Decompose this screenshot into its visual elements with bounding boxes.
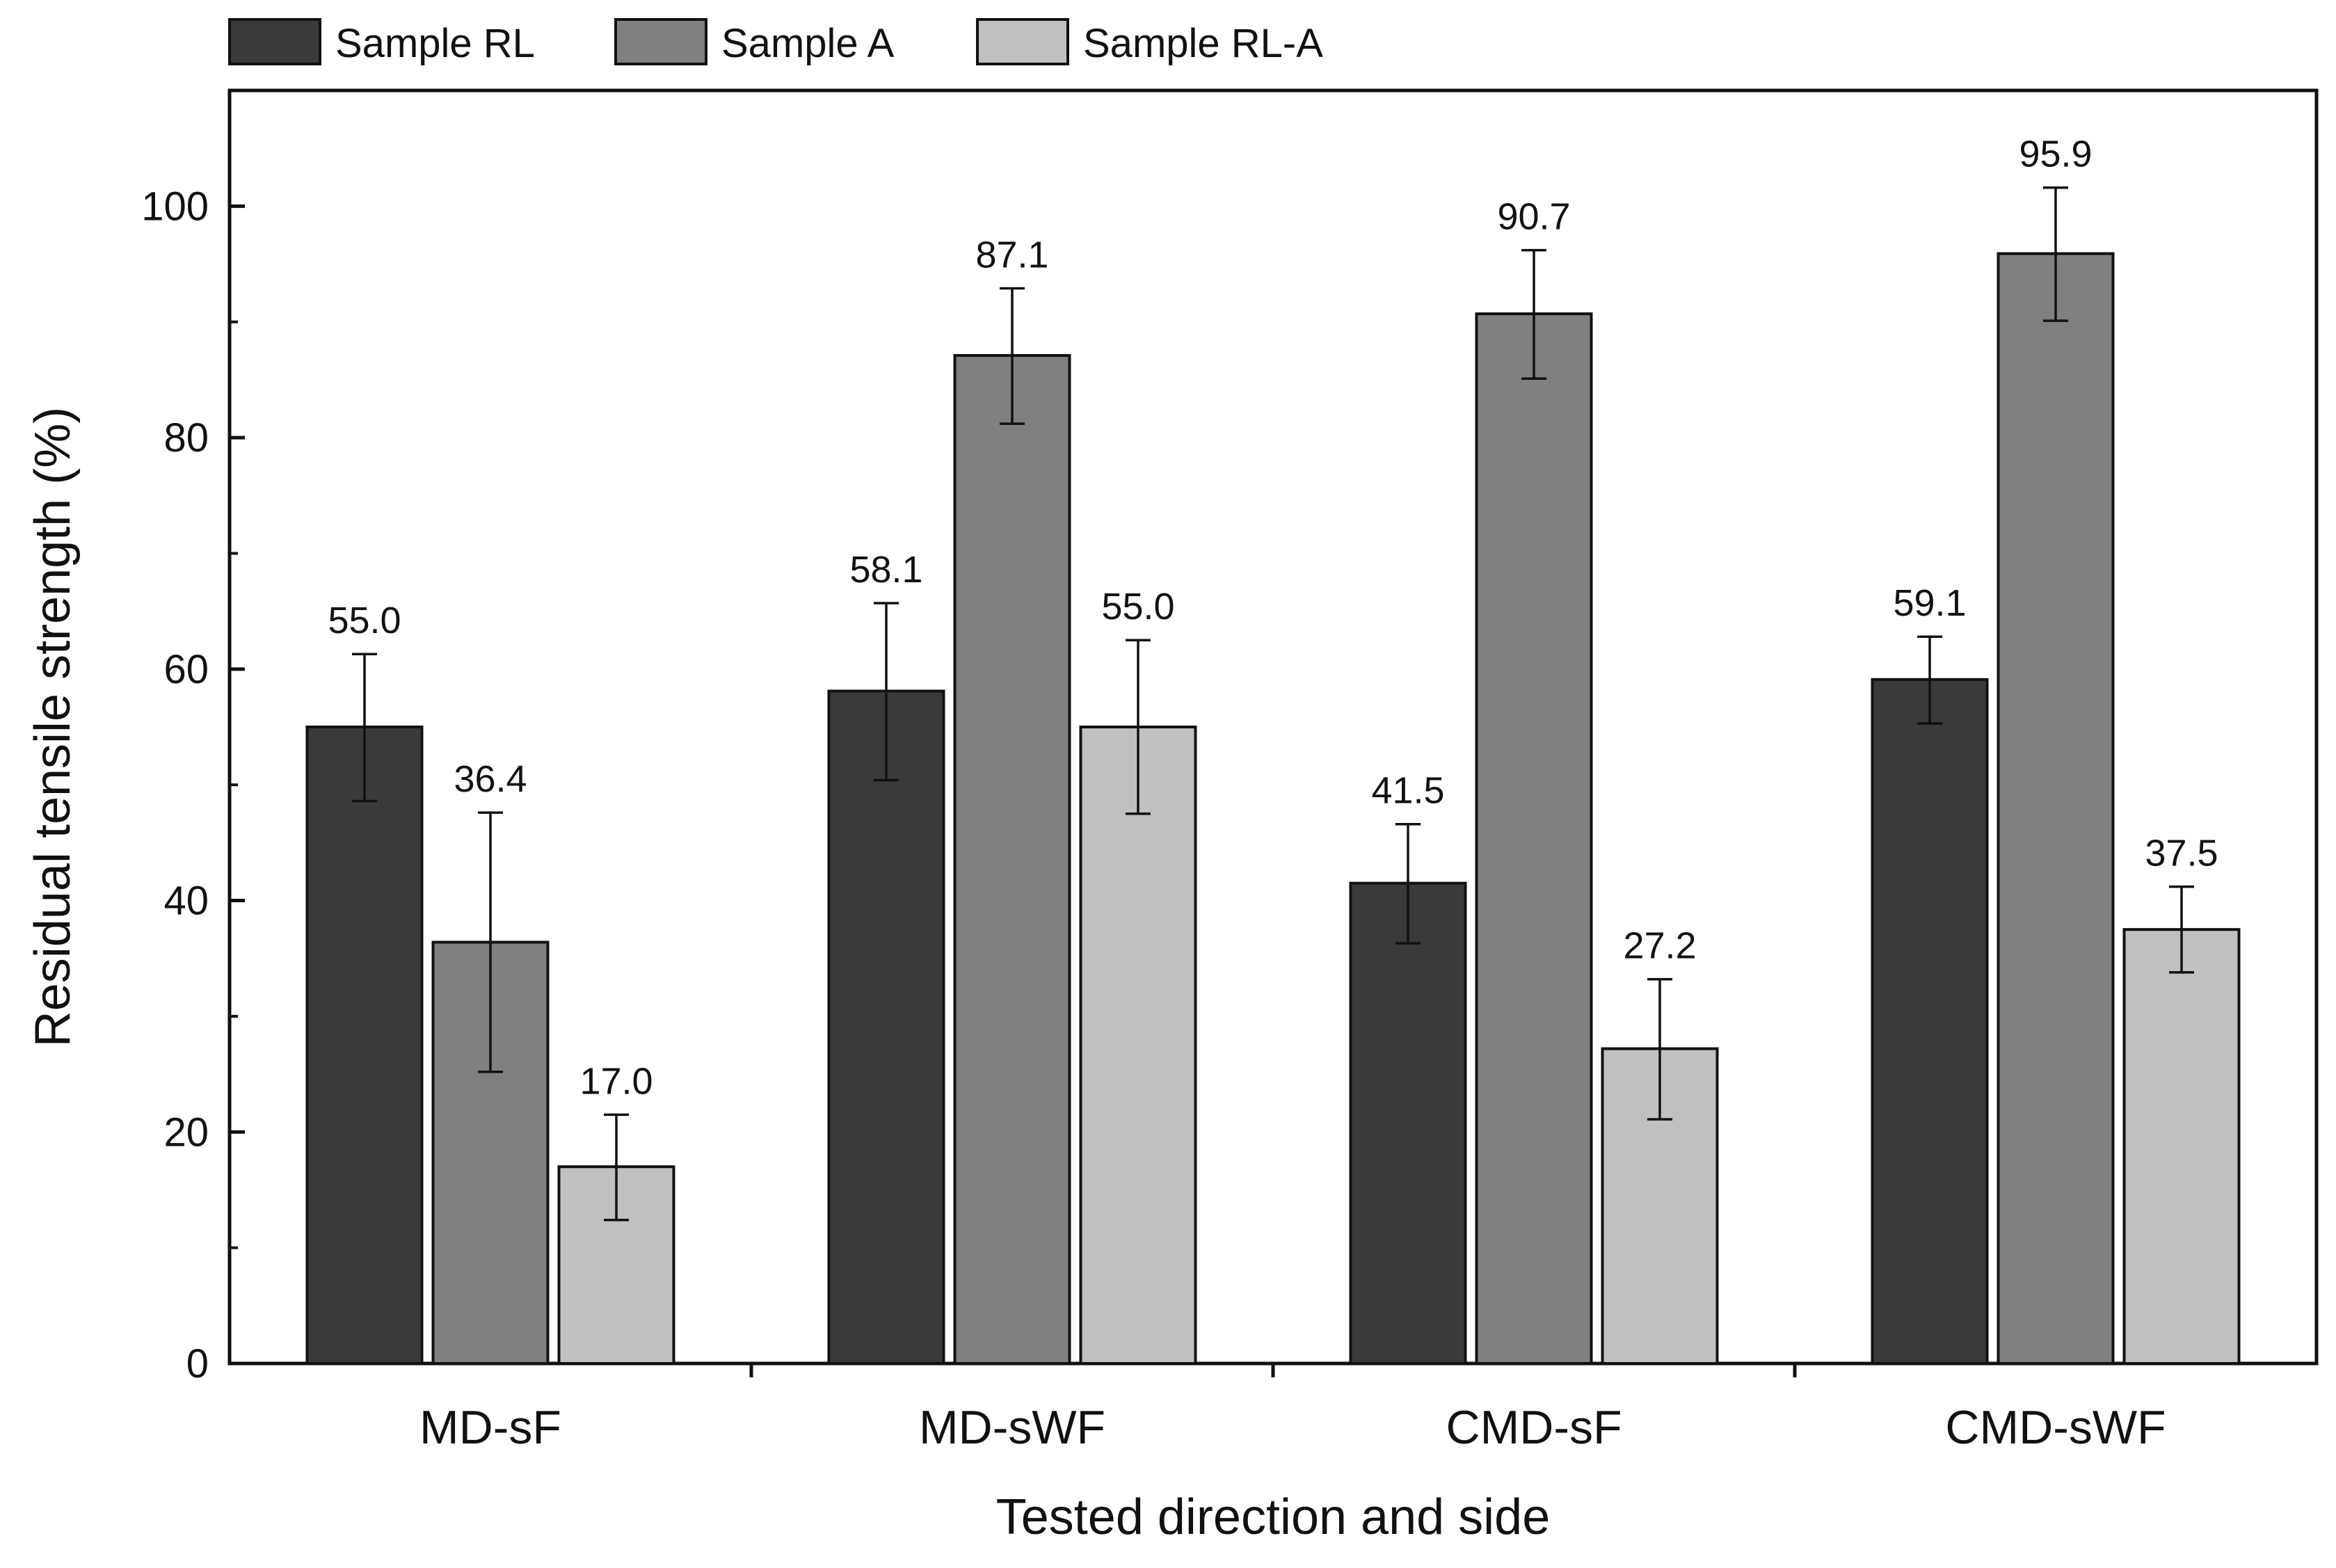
bar xyxy=(1475,312,1593,1366)
data-label: 55.0 xyxy=(328,600,401,641)
x-category-label: CMD-sWF xyxy=(1945,1401,2166,1454)
data-label: 27.2 xyxy=(1623,925,1696,967)
x-axis: MD-sF MD-sWF CMD-sF CMD-sWF xyxy=(419,1363,2166,1454)
data-label: 37.5 xyxy=(2145,833,2218,874)
y-tick-label: 60 xyxy=(163,647,209,692)
y-tick-label: 100 xyxy=(141,184,209,229)
data-label: 17.0 xyxy=(579,1060,653,1102)
y-axis-title: Residual tensile strength (%) xyxy=(25,407,81,1047)
legend-swatch xyxy=(976,18,1069,65)
y-axis: 0 20 40 60 80 100 xyxy=(141,184,245,1386)
bar xyxy=(1871,678,1989,1365)
data-label: 59.1 xyxy=(1893,582,1966,624)
y-tick-label: 80 xyxy=(163,415,209,461)
bar xyxy=(305,726,424,1365)
data-label: 90.7 xyxy=(1497,196,1570,238)
legend-label: Sample A xyxy=(721,21,895,66)
bar xyxy=(1079,726,1197,1365)
legend-label: Sample RL-A xyxy=(1083,21,1323,66)
x-category-label: MD-sWF xyxy=(919,1401,1105,1454)
bars: 55.0 36.4 17.0 58.1 87.1 55.0 41.5 90.7 27.2 59.1… xyxy=(305,134,2241,1366)
data-label: 58.1 xyxy=(849,549,922,591)
x-axis-title: Tested direction and side xyxy=(996,1489,1551,1545)
x-category-label: CMD-sF xyxy=(1446,1401,1622,1454)
data-label: 41.5 xyxy=(1371,770,1444,812)
y-tick-label: 20 xyxy=(163,1110,209,1155)
y-tick-label: 40 xyxy=(163,879,209,924)
bar xyxy=(1349,881,1467,1366)
legend-swatch xyxy=(614,18,707,65)
data-label: 55.0 xyxy=(1101,586,1174,627)
legend: Sample RL Sample A Sample RL-A xyxy=(228,18,1323,66)
x-category-label: MD-sF xyxy=(419,1401,561,1454)
bar xyxy=(827,689,945,1365)
data-label: 95.9 xyxy=(2019,134,2092,175)
bar xyxy=(2122,928,2241,1365)
bar xyxy=(1997,252,2115,1365)
legend-swatch xyxy=(228,18,321,65)
bar xyxy=(953,353,1071,1365)
data-label: 36.4 xyxy=(454,758,527,800)
data-label: 87.1 xyxy=(975,234,1048,275)
y-tick-label: 0 xyxy=(186,1341,209,1386)
legend-label: Sample RL xyxy=(335,21,535,66)
